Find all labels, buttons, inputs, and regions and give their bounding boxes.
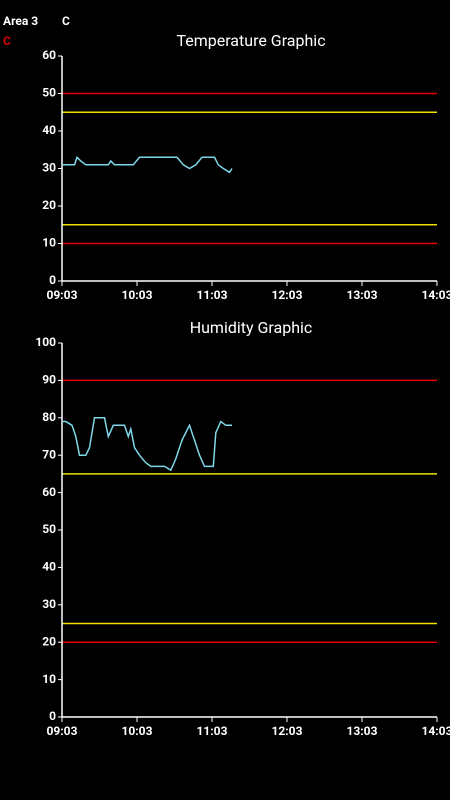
y-tick-label: 10	[42, 236, 56, 250]
y-tick-label: 0	[49, 273, 56, 287]
x-tick-label: 09:03	[47, 724, 78, 738]
chart-title: Temperature Graphic	[176, 31, 325, 50]
area-label: Area 3	[3, 14, 38, 28]
y-tick-label: 90	[42, 373, 56, 387]
y-tick-label: 40	[42, 560, 56, 574]
y-tick-label: 10	[42, 672, 56, 686]
y-tick-label: 70	[42, 447, 56, 461]
y-tick-label: 40	[42, 123, 56, 137]
x-tick-label: 13:03	[347, 288, 378, 302]
data-line	[62, 417, 232, 472]
x-tick-label: 14:03	[422, 724, 450, 738]
y-tick-label: 60	[42, 48, 56, 62]
y-tick-label: 30	[42, 597, 56, 611]
x-tick-label: 13:03	[347, 724, 378, 738]
x-tick-label: 11:03	[197, 288, 228, 302]
x-tick-label: 14:03	[422, 288, 450, 302]
y-tick-label: 20	[42, 198, 56, 212]
y-tick-label: 50	[42, 86, 56, 100]
chart-title: Humidity Graphic	[190, 318, 313, 337]
y-tick-label: 80	[42, 410, 56, 424]
y-tick-label: 100	[35, 335, 56, 349]
y-tick-label: 20	[42, 634, 56, 648]
data-line	[62, 155, 233, 174]
x-tick-label: 10:03	[122, 724, 153, 738]
x-tick-label: 12:03	[272, 724, 303, 738]
x-tick-label: 12:03	[272, 288, 303, 302]
y-tick-label: 0	[49, 709, 56, 723]
y-tick-label: 60	[42, 485, 56, 499]
y-tick-label: 30	[42, 161, 56, 175]
x-tick-label: 10:03	[122, 288, 153, 302]
x-tick-label: 09:03	[47, 288, 78, 302]
status-label: C	[3, 34, 11, 48]
y-tick-label: 50	[42, 522, 56, 536]
x-tick-label: 11:03	[197, 724, 228, 738]
unit-label: C	[62, 14, 70, 28]
